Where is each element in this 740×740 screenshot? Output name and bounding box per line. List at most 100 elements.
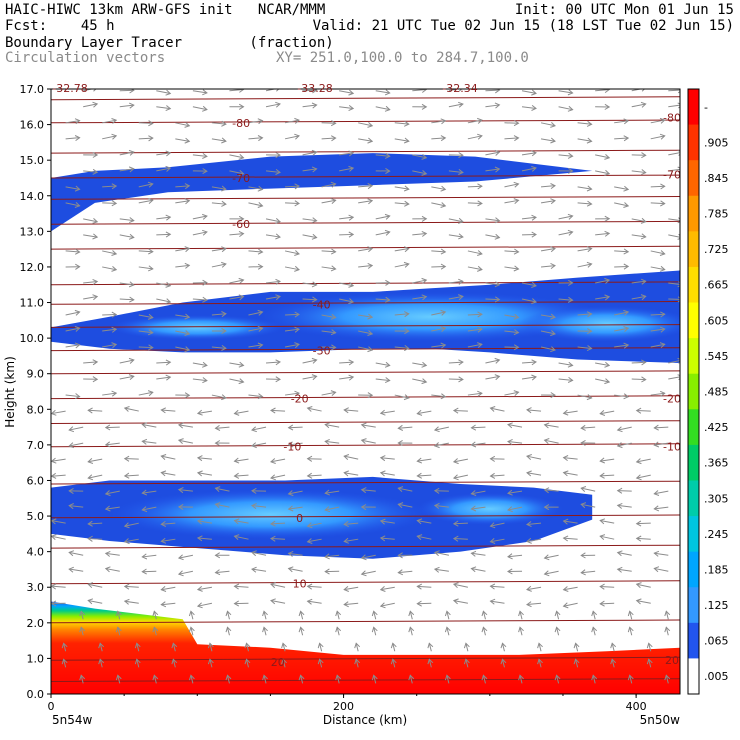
circulation-vector bbox=[65, 311, 80, 316]
circulation-vector bbox=[307, 600, 322, 604]
vector-arrowhead bbox=[128, 149, 135, 156]
vector-arrowhead bbox=[623, 326, 630, 332]
circulation-vector bbox=[65, 186, 80, 190]
colorbar-label: .005 bbox=[704, 670, 729, 683]
circulation-vector bbox=[229, 89, 244, 92]
circulation-vector bbox=[595, 378, 610, 383]
vector-arrowhead bbox=[128, 166, 135, 173]
vector-arrowhead bbox=[311, 166, 318, 173]
circulation-vector bbox=[467, 119, 482, 124]
vector-arrowhead bbox=[165, 165, 172, 172]
vector-arrowhead bbox=[526, 537, 532, 544]
circulation-vector bbox=[595, 296, 610, 300]
vector-arrowhead bbox=[627, 626, 634, 633]
vector-arrowhead bbox=[221, 185, 227, 192]
temperature-contour bbox=[51, 370, 680, 375]
circulation-vector bbox=[614, 344, 629, 348]
vector-arrowhead bbox=[196, 586, 203, 592]
vector-arrowhead bbox=[188, 674, 195, 681]
circulation-vector bbox=[197, 602, 213, 607]
circulation-vector bbox=[600, 458, 615, 462]
circulation-vector bbox=[575, 643, 579, 652]
circulation-vector bbox=[654, 552, 669, 556]
vector-arrowhead bbox=[397, 552, 403, 559]
temperature-contour bbox=[51, 324, 680, 328]
circulation-vector bbox=[394, 263, 409, 268]
vector-arrowhead bbox=[416, 518, 423, 525]
circulation-vector bbox=[631, 361, 646, 364]
y-tick-label: 10.0 bbox=[20, 332, 45, 345]
vector-arrowhead bbox=[470, 566, 477, 573]
circulation-vector bbox=[563, 602, 578, 607]
circulation-vector bbox=[375, 378, 390, 381]
vector-arrowhead bbox=[444, 674, 451, 681]
circulation-vector bbox=[138, 122, 153, 124]
vector-arrowhead bbox=[221, 344, 227, 351]
vector-arrowhead bbox=[384, 89, 391, 96]
vector-arrowhead bbox=[635, 474, 642, 481]
vector-arrowhead bbox=[275, 169, 281, 175]
vector-arrowhead bbox=[367, 122, 374, 128]
vector-arrowhead bbox=[317, 658, 324, 665]
vector-arrowhead bbox=[92, 294, 99, 301]
circulation-vector bbox=[577, 263, 592, 268]
circulation-vector bbox=[617, 568, 632, 572]
vector-arrowhead bbox=[452, 520, 459, 527]
contour-label: -70 bbox=[663, 168, 681, 181]
contour-label: -10 bbox=[663, 441, 681, 454]
circulation-vector bbox=[417, 458, 432, 462]
circulation-vector bbox=[344, 538, 359, 542]
vector-arrowhead bbox=[348, 165, 355, 172]
vector-arrowhead bbox=[262, 674, 268, 681]
circulation-vector bbox=[229, 170, 244, 175]
vector-arrowhead bbox=[306, 455, 313, 462]
circulation-vector bbox=[631, 218, 646, 223]
vector-arrowhead bbox=[330, 198, 337, 204]
circulation-vector bbox=[102, 266, 117, 271]
vector-arrowhead bbox=[623, 393, 630, 400]
vector-arrowhead bbox=[444, 610, 451, 617]
vector-arrowhead bbox=[115, 610, 122, 617]
circulation-vector bbox=[344, 586, 359, 591]
vector-arrowhead bbox=[526, 470, 532, 477]
circulation-vector bbox=[226, 611, 230, 620]
vector-arrowhead bbox=[98, 642, 105, 649]
circulation-vector bbox=[650, 202, 665, 205]
vector-arrowhead bbox=[586, 137, 593, 144]
circulation-vector bbox=[595, 279, 610, 284]
vector-arrowhead bbox=[458, 359, 464, 366]
vector-arrowhead bbox=[188, 610, 195, 617]
colorbar-label: .245 bbox=[704, 528, 729, 541]
vector-arrowhead bbox=[627, 674, 634, 681]
vector-arrowhead bbox=[599, 534, 606, 540]
vector-arrowhead bbox=[550, 122, 556, 128]
vector-arrowhead bbox=[238, 103, 245, 110]
circulation-vector bbox=[490, 600, 505, 604]
tracer-core bbox=[109, 314, 286, 340]
vector-arrowhead bbox=[257, 393, 264, 400]
circulation-vector bbox=[650, 313, 665, 316]
temperature-contour bbox=[51, 395, 680, 400]
vector-arrowhead bbox=[251, 487, 257, 494]
circulation-vector bbox=[521, 90, 537, 94]
circulation-vector bbox=[398, 426, 413, 429]
circulation-vector bbox=[504, 266, 519, 270]
circulation-vector bbox=[563, 520, 578, 524]
circulation-vector bbox=[119, 234, 134, 239]
circulation-vector bbox=[270, 600, 286, 604]
circulation-vector bbox=[380, 410, 395, 414]
vector-arrowhead bbox=[306, 472, 313, 479]
circulation-vector bbox=[234, 535, 249, 540]
vector-arrowhead bbox=[270, 474, 276, 481]
circulation-vector bbox=[229, 233, 244, 236]
circulation-vector bbox=[161, 538, 176, 542]
x-tick-label: 0 bbox=[48, 700, 55, 713]
circulation-vector bbox=[431, 202, 446, 207]
vector-arrowhead bbox=[623, 263, 630, 270]
circulation-vector bbox=[581, 426, 596, 429]
circulation-vector bbox=[215, 426, 230, 429]
y-tick-label: 3.0 bbox=[27, 581, 45, 594]
vector-arrowhead bbox=[531, 374, 537, 381]
circulation-vector bbox=[614, 120, 629, 124]
vector-arrowhead bbox=[586, 120, 593, 127]
